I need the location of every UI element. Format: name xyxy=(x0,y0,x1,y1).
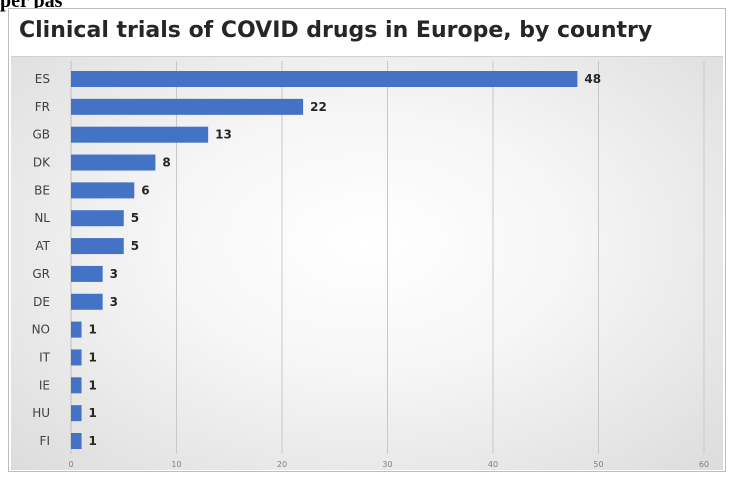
bar-NO xyxy=(71,321,82,338)
x-tick-label-60: 60 xyxy=(699,460,709,469)
bar-IT xyxy=(71,349,82,366)
category-label-IE: IE xyxy=(39,378,50,392)
data-label-DK: 8 xyxy=(162,156,170,170)
category-label-DK: DK xyxy=(33,156,51,170)
bar-GR xyxy=(71,265,103,282)
chart-frame: Clinical trials of COVID drugs in Europe… xyxy=(8,8,726,472)
data-label-IT: 1 xyxy=(89,350,97,364)
bar-AT xyxy=(71,238,124,255)
bar-GB xyxy=(71,126,209,143)
bar-ES xyxy=(71,71,578,87)
data-label-ES: 48 xyxy=(584,72,601,86)
x-tick-label-30: 30 xyxy=(382,460,392,469)
x-tick-label-0: 0 xyxy=(68,460,73,469)
data-label-NL: 5 xyxy=(131,211,139,225)
category-label-BE: BE xyxy=(34,183,50,197)
data-label-GR: 3 xyxy=(110,267,118,281)
x-tick-label-10: 10 xyxy=(171,460,181,469)
category-label-HU: HU xyxy=(32,406,50,420)
data-label-DE: 3 xyxy=(110,295,118,309)
bar-HU xyxy=(71,405,82,422)
category-label-DE: DE xyxy=(33,295,50,309)
x-tick-label-40: 40 xyxy=(488,460,498,469)
data-label-BE: 6 xyxy=(141,183,149,197)
bar-DK xyxy=(71,154,156,171)
data-label-IE: 1 xyxy=(89,378,97,392)
category-label-GB: GB xyxy=(32,128,50,142)
chart-title: Clinical trials of COVID drugs in Europe… xyxy=(19,18,653,43)
data-label-FR: 22 xyxy=(310,100,327,114)
bar-NL xyxy=(71,210,124,227)
bar-FR xyxy=(71,98,304,115)
data-label-NO: 1 xyxy=(89,323,97,337)
data-label-FI: 1 xyxy=(89,434,97,448)
plot-area: 0 10 20 30 40 50 60 ES 48 FR 22 GB 13 DK 8 BE 6 NL 5 AT 5 GR 3… xyxy=(11,56,723,470)
x-tick-label-50: 50 xyxy=(593,460,603,469)
data-label-AT: 5 xyxy=(131,239,139,253)
data-label-HU: 1 xyxy=(89,406,97,420)
category-label-FR: FR xyxy=(35,100,50,114)
bar-FI xyxy=(71,433,82,449)
category-label-NO: NO xyxy=(32,323,50,337)
bar-BE xyxy=(71,182,135,199)
x-tick-label-20: 20 xyxy=(277,460,287,469)
category-label-ES: ES xyxy=(35,72,50,86)
category-label-NL: NL xyxy=(34,211,50,225)
data-label-GB: 13 xyxy=(215,128,232,142)
category-label-FI: FI xyxy=(40,434,50,448)
category-label-GR: GR xyxy=(32,267,50,281)
category-label-AT: AT xyxy=(35,239,50,253)
bar-DE xyxy=(71,293,103,310)
bar-IE xyxy=(71,377,82,394)
category-label-IT: IT xyxy=(39,350,51,364)
